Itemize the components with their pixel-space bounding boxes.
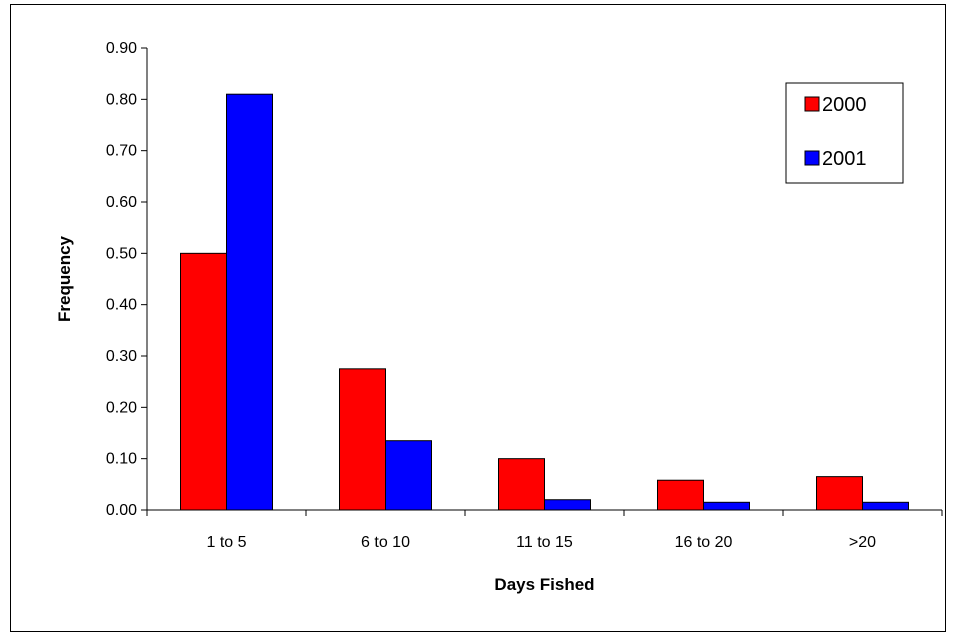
x-tick-label: 16 to 20	[675, 534, 733, 551]
legend: 2000 2001	[785, 82, 904, 184]
bar-2001-3	[703, 501, 750, 511]
legend-swatch-2000	[804, 96, 820, 112]
y-tick-label: 0.30	[106, 348, 137, 365]
legend-label-2000: 2000	[822, 94, 867, 116]
x-tick-label: >20	[849, 534, 876, 551]
y-tick-label: 0.00	[106, 502, 137, 519]
bar-2001-0	[226, 93, 273, 511]
y-tick-label: 0.90	[106, 40, 137, 57]
y-tick-label: 0.40	[106, 297, 137, 314]
bar-2000-4	[816, 476, 863, 511]
bar-2000-2	[498, 458, 545, 511]
y-tick-label: 0.20	[106, 399, 137, 416]
y-axis-title: Frequency	[55, 235, 74, 322]
legend-swatch-2001	[804, 150, 820, 166]
x-tick-label: 11 to 15	[516, 534, 573, 551]
x-axis-title: Days Fished	[494, 575, 594, 594]
y-tick-label: 0.80	[106, 91, 137, 108]
x-tick-label: 6 to 10	[361, 534, 410, 551]
bar-2000-0	[180, 252, 227, 511]
y-axis-ticks: 0.00 0.10 0.20 0.30 0.40 0.50 0.60 0.70 0.80 0.90	[106, 40, 147, 519]
bar-2000-1	[339, 368, 386, 511]
y-tick-label: 0.10	[106, 451, 137, 468]
y-tick-label: 0.60	[106, 194, 137, 211]
x-axis-ticks: 1 to 5 6 to 10 11 to 15 16 to 20 >20	[146, 510, 943, 551]
y-tick-label: 0.70	[106, 143, 137, 160]
y-tick-label: 0.50	[106, 245, 137, 262]
bar-2000-3	[657, 479, 704, 511]
legend-label-2001: 2001	[822, 148, 867, 170]
bars	[180, 93, 909, 511]
x-tick-label: 1 to 5	[206, 534, 246, 551]
bar-2001-4	[862, 501, 909, 511]
bar-2001-2	[544, 499, 591, 511]
bar-2001-1	[385, 440, 432, 511]
